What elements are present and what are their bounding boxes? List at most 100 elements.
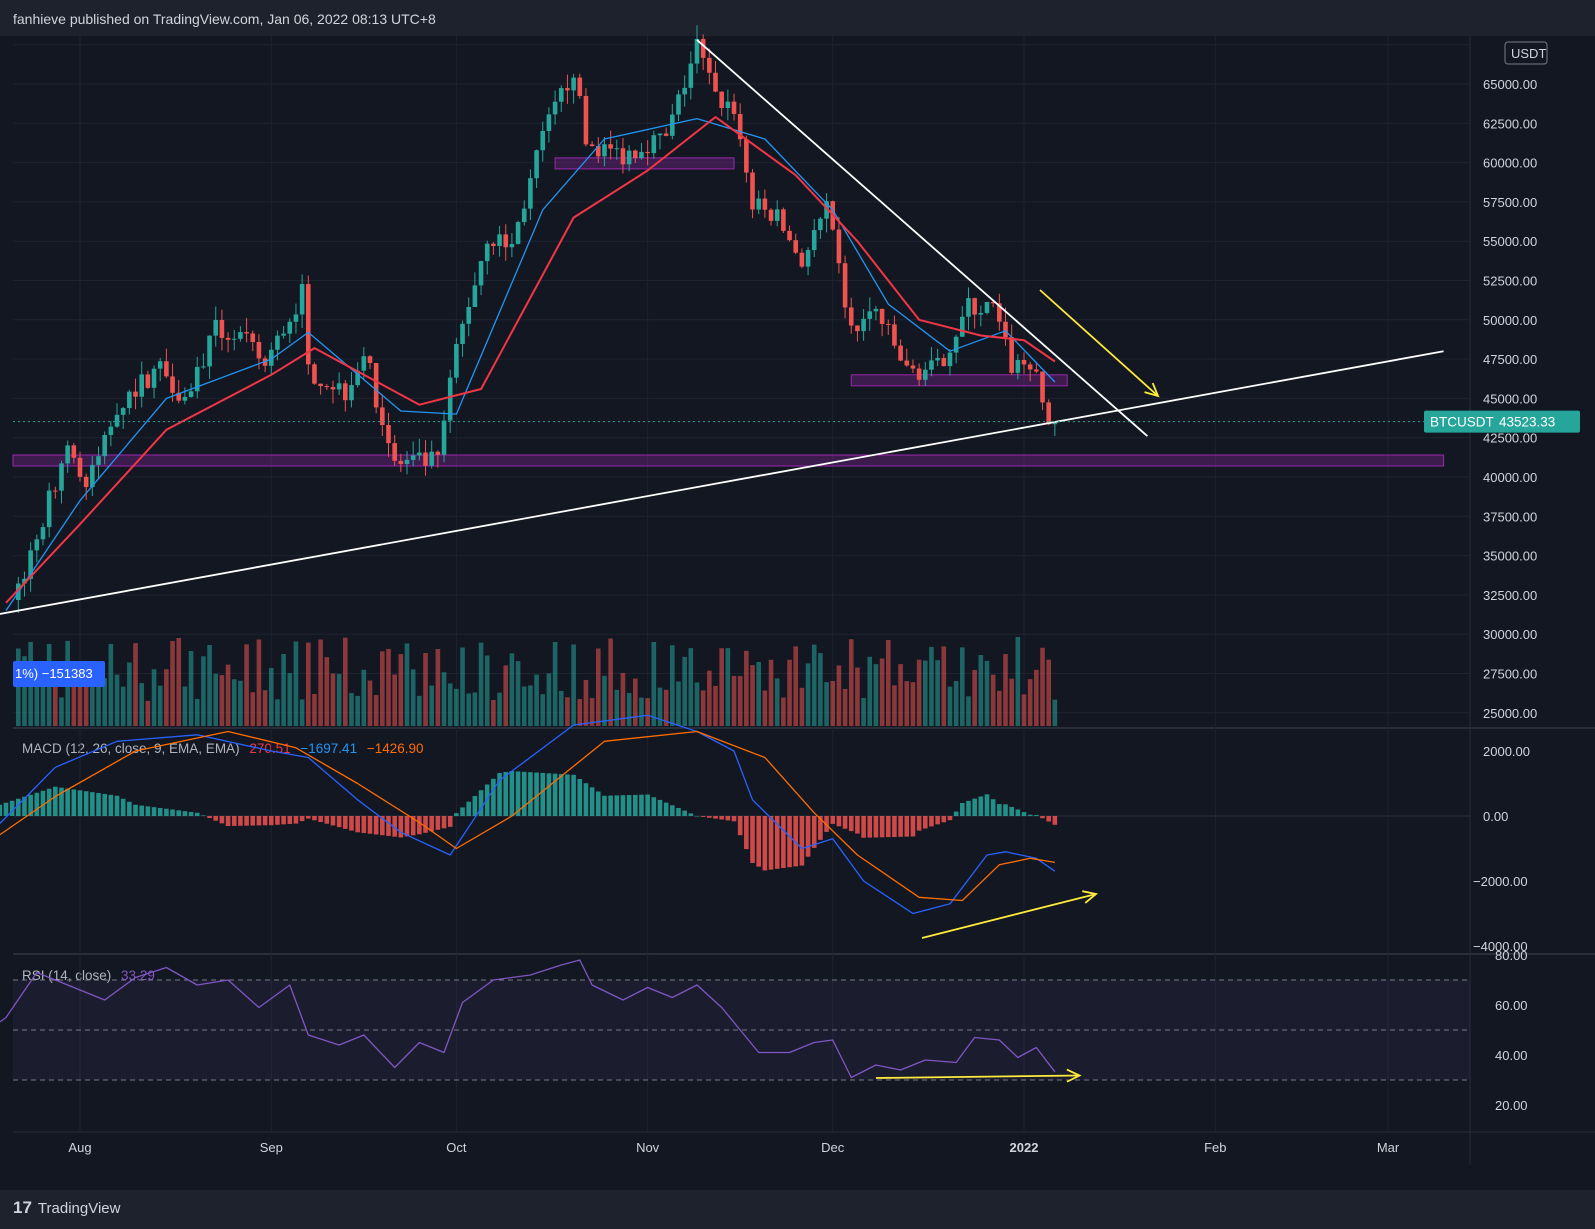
macd-histogram-bar (688, 813, 694, 816)
trendlines (0, 39, 1470, 615)
volume-bar (472, 692, 478, 726)
rsi-legend[interactable]: RSI (14, close) 33.29 (22, 968, 161, 983)
macd-histogram-bar (885, 816, 891, 838)
volume-bar (805, 663, 811, 726)
volume-bar (170, 641, 175, 726)
macd-histogram-bar (1015, 809, 1021, 816)
volume-bar (157, 685, 163, 726)
volume-bar (997, 690, 1002, 726)
candle (676, 94, 681, 115)
macd-histogram-bar (694, 816, 700, 817)
symbol-title[interactable]: Bitcoin / TetherUS, 1D, BINANCE (22, 45, 223, 60)
macd-histogram-bar (65, 788, 70, 816)
candle (799, 252, 805, 267)
macd-histogram-bar (238, 816, 243, 826)
volume-bar (386, 648, 391, 726)
volume-bar (558, 690, 564, 726)
volume-bar (410, 669, 416, 726)
candle (361, 356, 367, 371)
time-tick-label: Feb (1204, 1140, 1226, 1155)
volume-bar (188, 650, 194, 726)
candle (71, 445, 77, 458)
macd-histogram-bar (250, 816, 256, 826)
tradingview-brand[interactable]: 17 TradingView (13, 1198, 120, 1218)
macd-histogram-bar (318, 816, 323, 823)
ohlc-close: C43523.33 (457, 45, 524, 60)
volume-bar (892, 685, 897, 726)
volume-legend[interactable]: Vol 708 (22, 66, 75, 81)
macd-histogram-bar (534, 772, 539, 816)
volume-bar (1003, 654, 1008, 726)
macd-histogram-bar (410, 816, 416, 836)
macd-histogram-bar (53, 786, 58, 816)
volume-bar (670, 645, 675, 726)
macd-histogram-bar (1009, 806, 1014, 816)
volume-bar (707, 670, 712, 726)
volume-bar (324, 657, 330, 726)
candle (978, 312, 984, 315)
trendline (0, 350, 1444, 615)
macd-histogram-bar (762, 816, 768, 871)
macd-histogram-bar (392, 816, 397, 837)
macd-histogram-bar (855, 816, 860, 834)
volume-bar (879, 658, 885, 726)
volume-bar (614, 689, 620, 726)
annotation-arrow (1039, 289, 1159, 397)
macd-histogram-bar (336, 816, 342, 828)
tradingview-logo-icon: 17 (13, 1198, 32, 1217)
candle (713, 72, 718, 92)
volume-bar (398, 654, 404, 726)
macd-histogram-bar (478, 790, 484, 816)
volume-bar (836, 665, 842, 726)
volume-bar (737, 676, 743, 726)
candle (305, 284, 311, 365)
macd-histogram-bar (515, 771, 521, 816)
volume-bar (799, 687, 805, 726)
volume-bar (343, 637, 348, 726)
ema10-legend[interactable]: EMA (10, close, 0) 46043.40 (22, 87, 201, 102)
macd-histogram-bar (521, 771, 527, 816)
candle (787, 230, 792, 241)
rsi-band-fill (13, 980, 1470, 1080)
candle (201, 366, 206, 368)
ema-lines (5, 116, 1056, 611)
volume-bar (176, 638, 182, 726)
volume-bar (663, 689, 669, 726)
macd-histogram-bar (201, 815, 206, 816)
volume-bar (423, 653, 428, 726)
candle (997, 303, 1002, 322)
volume-bar (768, 659, 774, 726)
candle (77, 457, 83, 477)
candle (670, 114, 675, 136)
candle (367, 356, 373, 364)
volume-bar (873, 664, 879, 726)
volume-bar (182, 686, 188, 726)
volume-bar (503, 665, 509, 726)
volume-badge[interactable]: 1%) −151383 (13, 661, 105, 687)
candle (312, 364, 317, 384)
volume-bar (1040, 647, 1045, 726)
price-tick-label: 30000.00 (1483, 627, 1537, 642)
macd-histogram-bar (484, 784, 490, 816)
volume-bar (528, 685, 533, 726)
macd-histogram-bar (59, 787, 64, 816)
volume-bar (454, 688, 459, 726)
candle (287, 321, 293, 334)
volume-bar (990, 674, 996, 726)
candle (657, 133, 663, 136)
volume-bar (762, 690, 768, 726)
candle (651, 135, 657, 154)
macd-tick-label: 0.00 (1483, 809, 1508, 824)
footer-bar (0, 1190, 1595, 1229)
candle (521, 208, 527, 223)
ema20-legend[interactable]: EMA (20, close, 0) 47350.41 (22, 108, 201, 123)
macd-legend[interactable]: MACD (12, 26, close, 9, EMA, EMA) 270.51… (22, 741, 430, 756)
candle (540, 131, 546, 151)
candle (188, 391, 194, 397)
macd-histogram-bar (157, 807, 163, 816)
candle (133, 391, 138, 397)
macd-histogram-bar (454, 813, 459, 816)
vol-value: 708 (46, 66, 70, 81)
macd-histogram-bar (861, 816, 866, 838)
